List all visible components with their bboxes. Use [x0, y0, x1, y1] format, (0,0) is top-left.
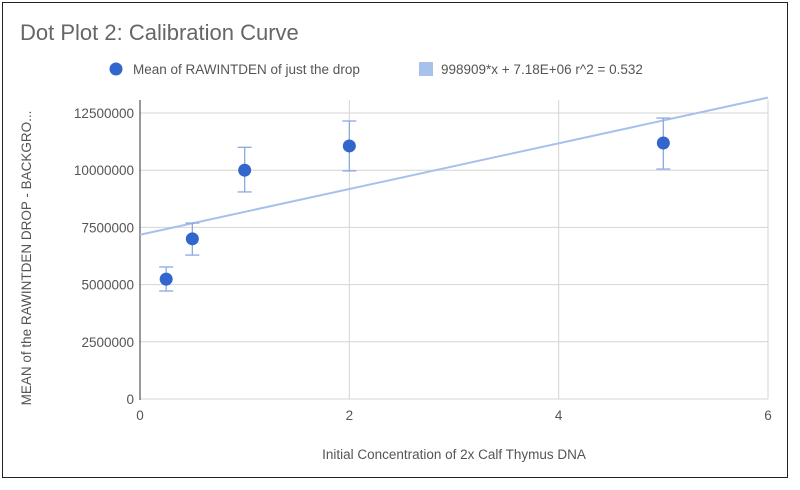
- y-tick-label: 5000000: [81, 278, 134, 293]
- chart-title: Dot Plot 2: Calibration Curve: [20, 20, 299, 45]
- legend-marker-trendline: [419, 62, 433, 76]
- y-axis-ticks: 0 2500000 5000000 7500000 10000000 12500000: [74, 106, 134, 407]
- x-tick-label: 2: [346, 408, 354, 423]
- gridlines: [140, 100, 769, 400]
- legend-label-mean: Mean of RAWINTDEN of just the drop: [133, 62, 360, 77]
- trendline: [139, 96, 769, 236]
- data-point: [185, 232, 199, 246]
- chart-frame: [2, 2, 788, 478]
- x-tick-label: 6: [764, 408, 772, 423]
- data-points: [159, 117, 671, 292]
- x-tick-label: 0: [136, 408, 144, 423]
- x-tick-label: 4: [555, 408, 563, 423]
- data-point: [159, 272, 173, 286]
- y-axis-label: MEAN of the RAWINTDEN DROP - BACKGRO...: [19, 111, 34, 406]
- x-axis-label: Initial Concentration of 2x Calf Thymus …: [322, 447, 586, 462]
- legend: Mean of RAWINTDEN of just the drop 99890…: [109, 62, 643, 77]
- y-tick-label: 12500000: [74, 106, 134, 121]
- trendline-line: [139, 96, 769, 236]
- y-tick-label: 7500000: [81, 220, 134, 235]
- data-point: [342, 139, 356, 153]
- legend-label-trendline: 998909*x + 7.18E+06 r^2 = 0.532: [441, 62, 643, 77]
- y-tick-label: 0: [126, 392, 134, 407]
- x-axis-ticks: 0 2 4 6: [136, 408, 772, 423]
- data-point: [656, 136, 670, 150]
- y-tick-label: 10000000: [74, 163, 134, 178]
- y-tick-label: 2500000: [81, 335, 134, 350]
- data-point: [238, 163, 252, 177]
- legend-marker-mean: [109, 62, 123, 76]
